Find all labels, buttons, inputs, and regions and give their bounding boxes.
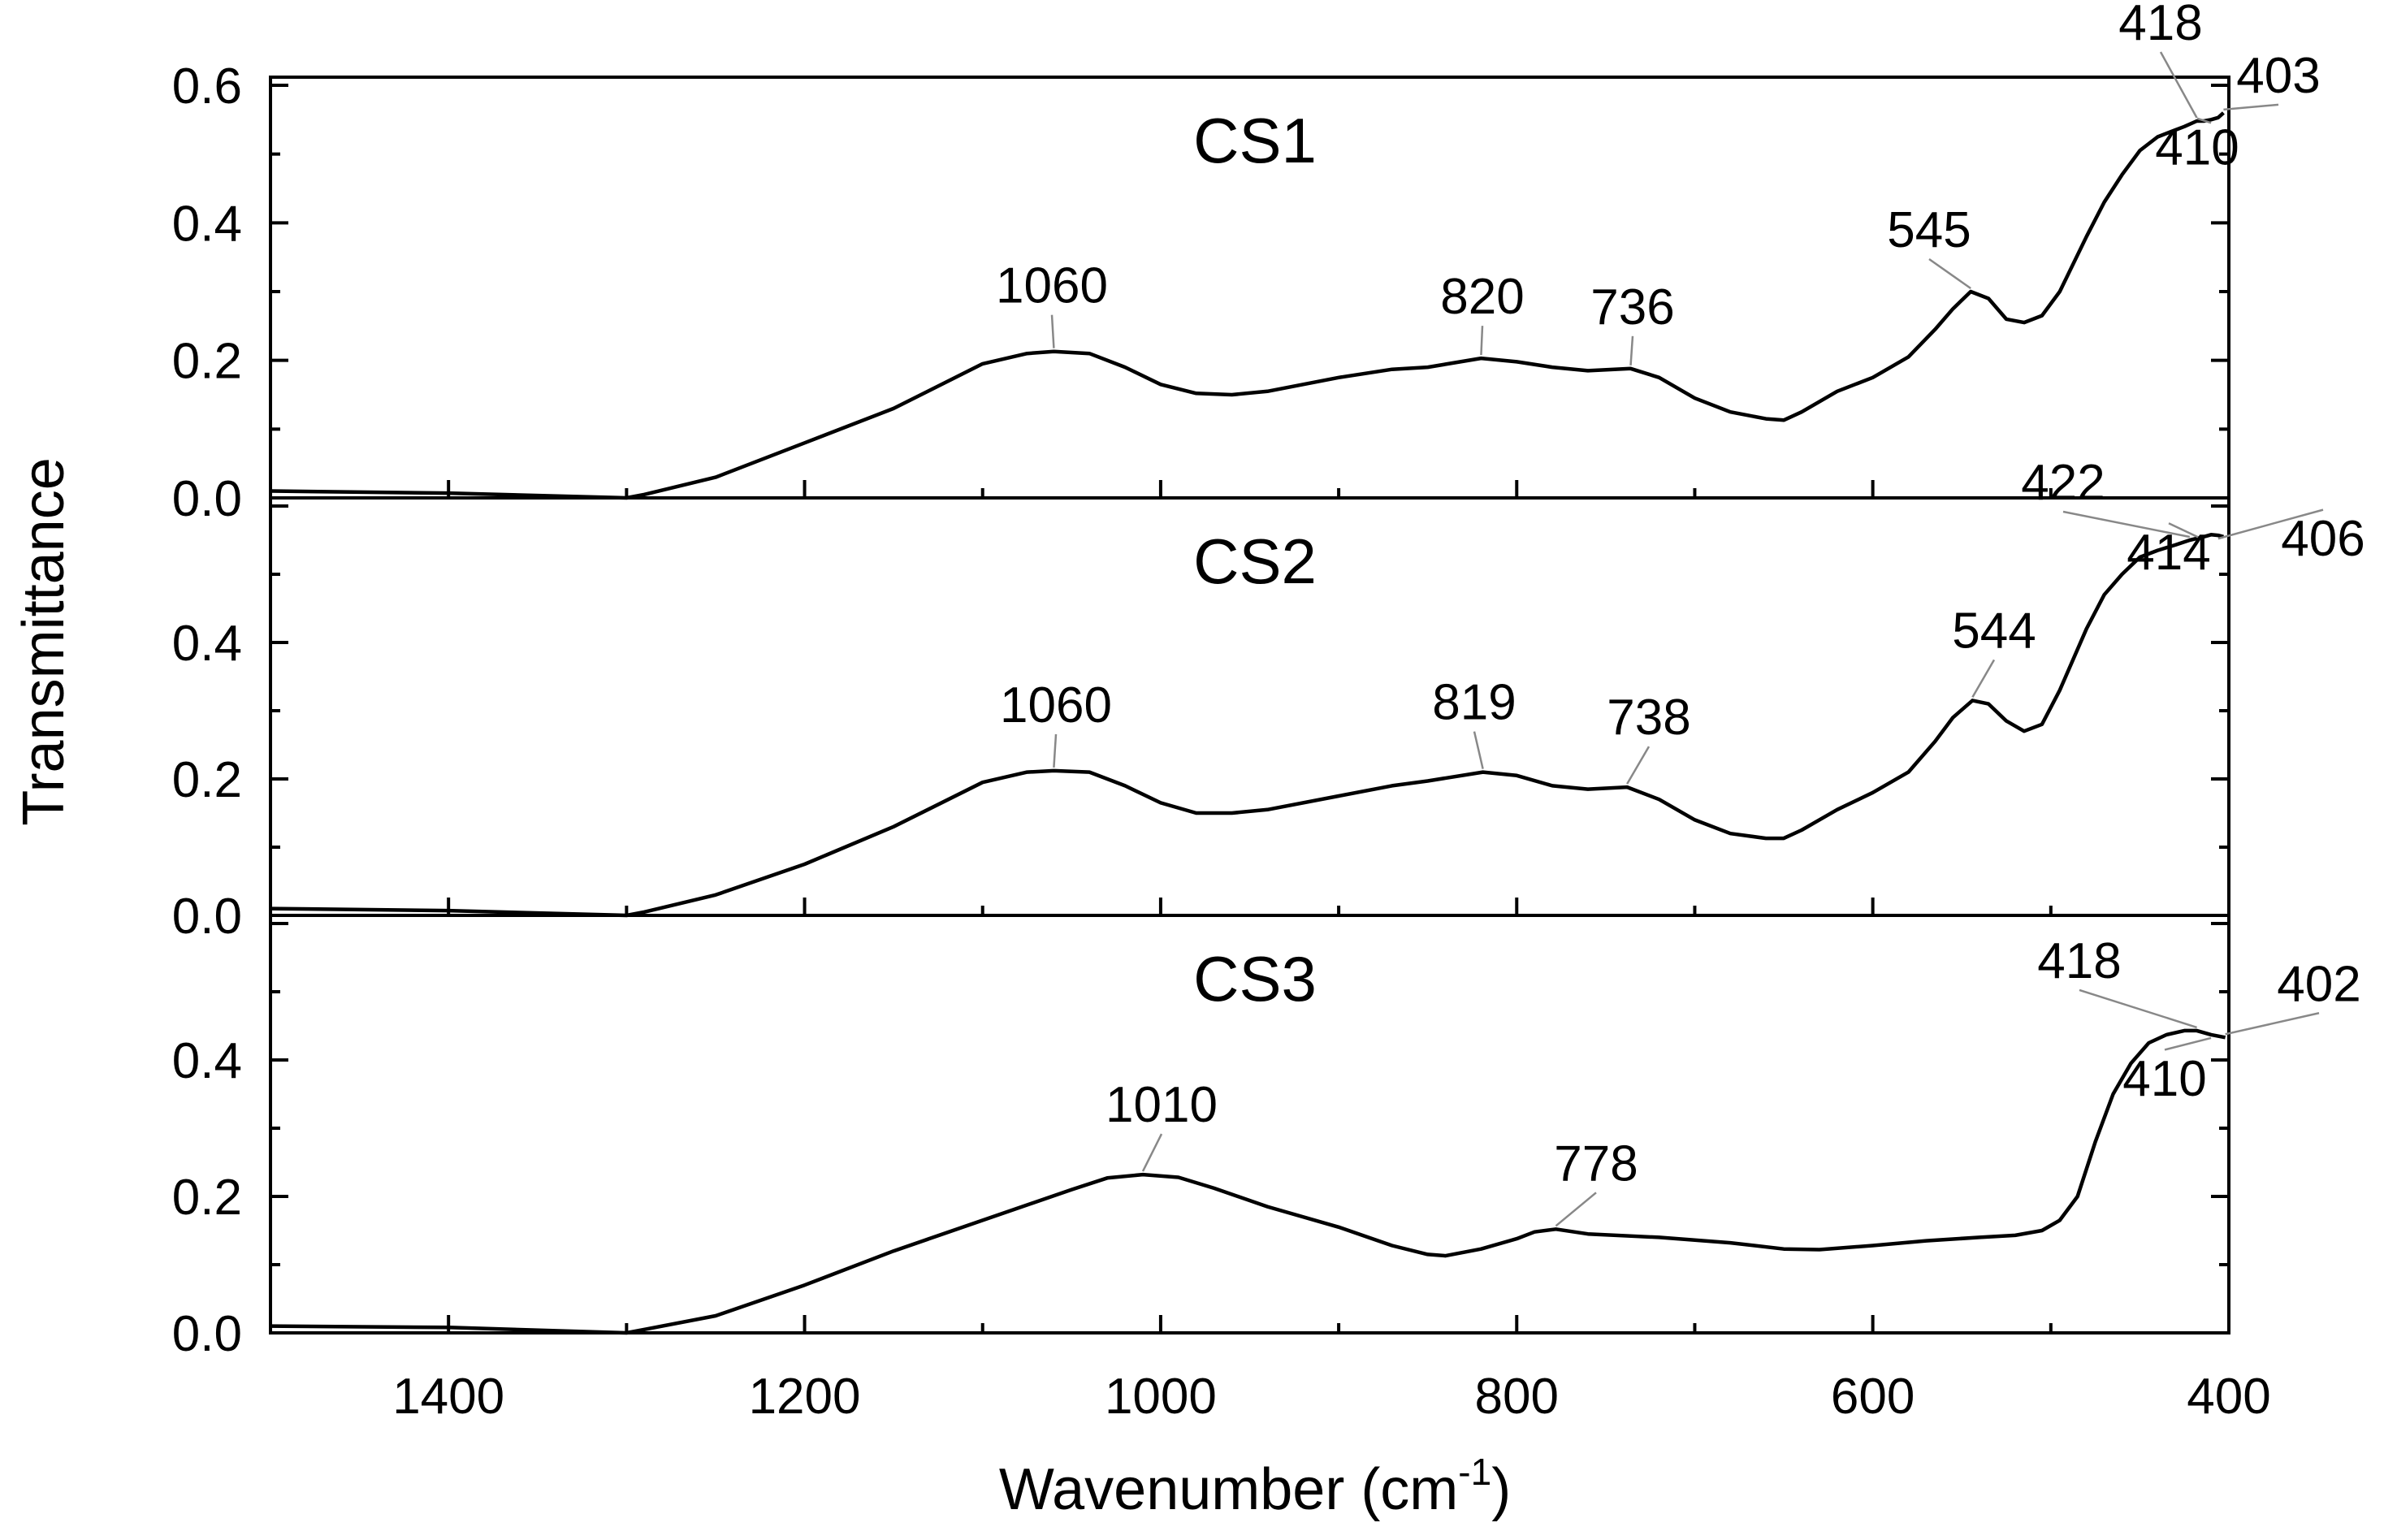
y-tick-label: 0.6 [172,58,242,115]
peak-label: 403 [2236,48,2320,104]
y-tick-label: 0.0 [172,889,242,945]
x-tick-label: 600 [1831,1369,1915,1425]
peak-label: 418 [2037,933,2121,989]
annotation-leader [2223,103,2279,111]
y-tick-label: 0.4 [172,616,242,672]
peak-label: 414 [2127,525,2210,581]
y-tick-label: 0.4 [172,196,242,252]
y-axis-label: Transmittance [11,457,76,825]
annotation-leader [1053,733,1058,768]
annotation-leader [1626,746,1651,785]
annotation-leader [1555,1192,1597,1227]
x-axis-label: Wavenumber (cm-1) [999,1451,1511,1522]
peak-label: 1060 [1000,677,1112,733]
y-tick-label: 0.2 [172,1170,242,1226]
x-tick-label: 1000 [1105,1369,1217,1425]
x-tick-label: 400 [2187,1369,2270,1425]
peak-label: 410 [2155,119,2239,175]
peak-label: 402 [2277,956,2360,1012]
y-tick-label: 0.0 [172,471,242,527]
annotation-leader [1629,335,1634,366]
x-axis-label-text: Wavenumber (cm [999,1457,1458,1522]
axis-ticks: 0.0 0.2 0.4 0.6 0.0 0.2 0.4 0.0 0.2 0.4 1400 1200 10… [172,58,2271,1425]
peak-label: 422 [2021,455,2105,511]
annotation-leader [1050,314,1055,348]
panel-title-cs1: CS1 [1193,105,1317,176]
axis-labels: Transmittance Wavenumber (cm-1) [11,457,1511,1522]
annotation-leader [2164,1036,2212,1051]
panel-title-cs2: CS2 [1193,526,1317,597]
spectra-curves [270,111,2226,1335]
annotation-leader [2217,508,2324,540]
annotation-leader [1480,326,1484,356]
annotation-leader [2159,51,2198,119]
y-tick-label: 0.2 [172,752,242,808]
peak-label: 418 [2118,0,2202,51]
panel-frame-cs3 [269,914,2230,1335]
annotation-leader [2196,117,2212,124]
peak-label: 738 [1607,690,1690,746]
peak-label: 1060 [996,258,1108,314]
annotation-leader [2225,1012,2320,1036]
panel-frames [269,76,2230,1335]
annotation-leader [1971,659,1996,699]
annotation-leader [2168,522,2204,541]
x-tick-label: 800 [1475,1369,1559,1425]
peak-label: 410 [2122,1051,2206,1107]
y-tick-label: 0.0 [172,1306,242,1362]
y-tick-label: 0.2 [172,334,242,390]
peak-label: 820 [1440,269,1524,325]
annotation-leader [1928,257,1971,290]
spectrum-line-cs3 [270,1028,2226,1335]
annotation-leader [1141,1133,1163,1172]
x-tick-label: 1200 [749,1369,861,1425]
annotation-leader [1473,731,1484,769]
peak-label: 819 [1432,675,1516,731]
peak-annotations: CS1 1060 820 736 545 418 410 403 CS2 1060 819 738 54… [996,0,2365,1227]
annotation-leader [2062,510,2191,539]
annotation-leader [2079,988,2197,1029]
x-axis-label-superscript: -1 [1458,1451,1491,1493]
peak-label: 544 [1952,603,2036,659]
y-tick-label: 0.4 [172,1033,242,1089]
peak-label: 736 [1590,279,1674,335]
panel-title-cs3: CS3 [1193,943,1317,1014]
spectrum-line-cs1 [270,111,2225,500]
peak-label: 545 [1887,202,1971,258]
peak-label: 778 [1554,1136,1638,1192]
x-axis-label-close: ) [1491,1457,1511,1522]
peak-label: 1010 [1105,1077,1218,1133]
x-tick-label: 1400 [392,1369,504,1425]
peak-label: 406 [2281,511,2365,567]
spectrum-line-cs2 [270,533,2224,918]
